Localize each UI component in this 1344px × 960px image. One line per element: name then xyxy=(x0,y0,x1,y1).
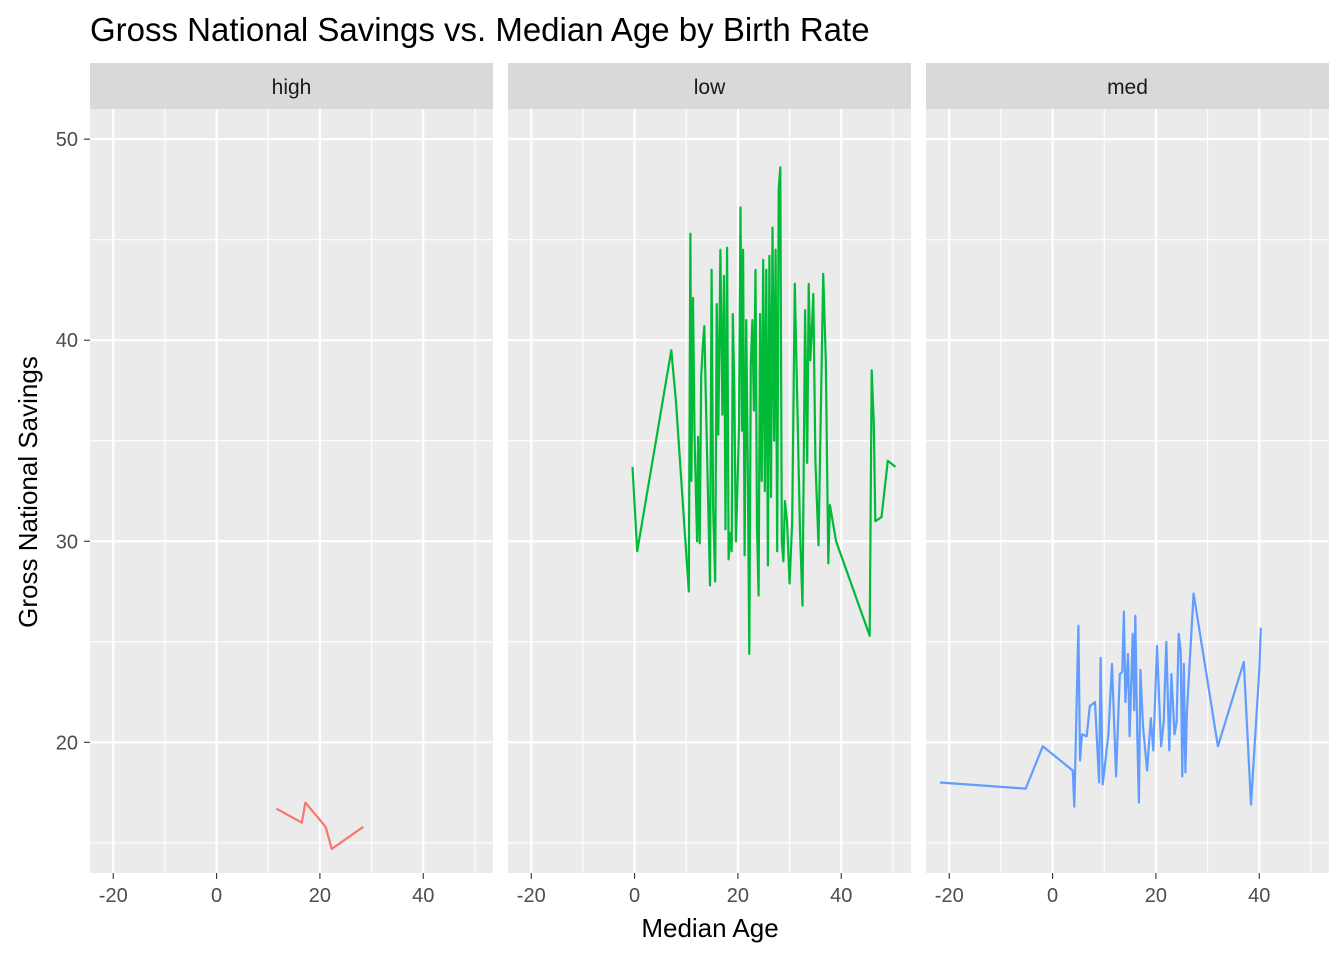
y-tick-label: 40 xyxy=(56,330,78,352)
facet-strip xyxy=(90,63,493,109)
series-line-high xyxy=(275,801,364,850)
series-line-low xyxy=(631,166,897,655)
panel-high: high -20 0 20 40 xyxy=(90,63,493,907)
panel-background xyxy=(90,109,493,873)
panel-low: low -20 0 20 40 xyxy=(508,63,911,907)
facet-label: high xyxy=(272,76,312,99)
x-tick-label: -20 xyxy=(517,885,546,907)
facet-label: med xyxy=(1107,76,1148,99)
y-axis-title: Gross National Savings xyxy=(13,356,43,628)
x-tick-label: 0 xyxy=(629,885,640,907)
x-axis-title: Median Age xyxy=(641,913,778,943)
x-tick-label: 40 xyxy=(1248,885,1270,907)
facet-panels: high -20 0 20 40 low -20 0 20 40 med -20 0 20 40 xyxy=(90,63,1329,907)
chart-title: Gross National Savings vs. Median Age by… xyxy=(90,11,870,48)
x-tick-label: 0 xyxy=(1047,885,1058,907)
y-tick-label: 30 xyxy=(56,531,78,553)
x-tick-label: 40 xyxy=(830,885,852,907)
y-axis: 20 30 40 50 xyxy=(56,129,90,754)
x-tick-label: 40 xyxy=(412,885,434,907)
panel-background xyxy=(926,109,1329,873)
series-line-med xyxy=(939,592,1262,808)
x-tick-label: -20 xyxy=(935,885,964,907)
facet-strip xyxy=(508,63,911,109)
y-tick-label: 50 xyxy=(56,129,78,151)
x-tick-label: 20 xyxy=(1145,885,1167,907)
x-tick-label: 20 xyxy=(727,885,749,907)
facet-label: low xyxy=(694,76,726,99)
x-tick-label: 0 xyxy=(211,885,222,907)
x-tick-label: -20 xyxy=(99,885,128,907)
panel-med: med -20 0 20 40 xyxy=(926,63,1329,907)
y-tick-label: 20 xyxy=(56,732,78,754)
facet-strip xyxy=(926,63,1329,109)
x-tick-label: 20 xyxy=(309,885,331,907)
